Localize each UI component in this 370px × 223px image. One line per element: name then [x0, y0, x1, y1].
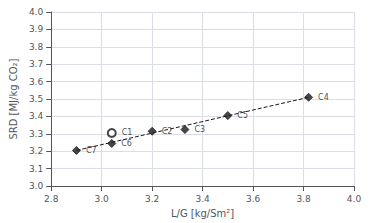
svg-text:3.2: 3.2	[29, 146, 43, 156]
svg-text:3.9: 3.9	[29, 24, 44, 34]
svg-text:3.6: 3.6	[29, 77, 44, 87]
svg-text:3.1: 3.1	[29, 164, 43, 174]
svg-text:C3: C3	[194, 125, 205, 134]
svg-text:C4: C4	[318, 93, 329, 102]
svg-text:C7: C7	[86, 146, 97, 155]
svg-text:SRD [MJ/kg CO₂]: SRD [MJ/kg CO₂]	[8, 58, 19, 139]
svg-text:3.8: 3.8	[29, 42, 44, 52]
svg-text:3.6: 3.6	[246, 194, 261, 204]
svg-text:C2: C2	[162, 127, 173, 136]
svg-text:3.4: 3.4	[29, 111, 44, 121]
svg-text:3.3: 3.3	[29, 129, 43, 139]
svg-text:L/G [kg/Sm²]: L/G [kg/Sm²]	[171, 208, 234, 219]
svg-text:C5: C5	[237, 111, 248, 120]
svg-text:3.0: 3.0	[95, 194, 110, 204]
svg-text:3.4: 3.4	[195, 194, 210, 204]
svg-text:C6: C6	[121, 139, 132, 148]
svg-text:2.8: 2.8	[44, 194, 59, 204]
svg-text:C1: C1	[122, 128, 133, 137]
svg-text:3.8: 3.8	[296, 194, 311, 204]
svg-text:3.5: 3.5	[29, 94, 43, 104]
svg-text:3.2: 3.2	[145, 194, 159, 204]
svg-text:4.0: 4.0	[29, 7, 44, 17]
svg-text:3.7: 3.7	[29, 59, 43, 69]
svg-text:3.0: 3.0	[29, 181, 44, 191]
svg-text:4.0: 4.0	[347, 194, 362, 204]
